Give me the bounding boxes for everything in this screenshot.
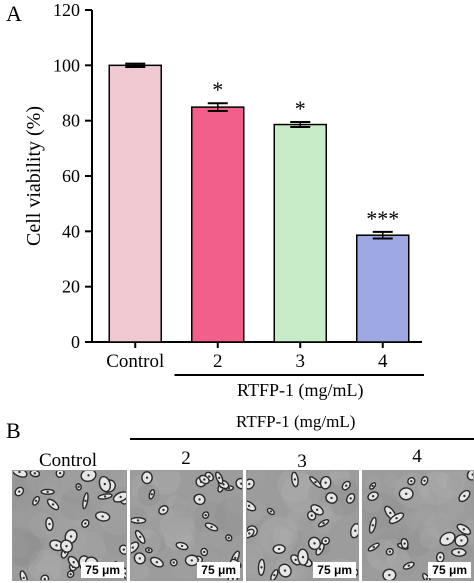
x-tick-label-3: 3 (296, 351, 306, 372)
y-tick-label-60: 60 (62, 166, 80, 186)
micrograph-2: 75 μm (130, 470, 243, 581)
micrograph-control: 75 μm (12, 470, 127, 581)
y-tick-label-80: 80 (62, 111, 80, 131)
micrograph-3: 75 μm (246, 470, 359, 581)
y-tick-label-120: 120 (53, 0, 80, 20)
micrograph-4-image (363, 471, 473, 580)
panel-b-letter: B (6, 418, 21, 443)
panel-b-group-label: RTFP-1 (mg/mL) (236, 412, 356, 431)
micrograph-3-image (247, 471, 358, 580)
bar-4 (356, 234, 410, 343)
significance-4: *** (366, 206, 399, 231)
micrograph-3-scale-bar: 75 μm (313, 562, 356, 578)
panel-a-letter: A (6, 1, 22, 26)
bar-3 (273, 123, 327, 343)
bar-2 (191, 106, 245, 343)
x-tick-label-4: 4 (378, 351, 388, 372)
y-tick-label-0: 0 (71, 332, 80, 352)
micrograph-4: 75 μm (362, 470, 474, 581)
x-axis-label: RTFP-1 (mg/mL) (237, 380, 363, 400)
micrograph-2-scale-bar: 75 μm (197, 562, 240, 578)
y-axis-label: Cell viability (%) (23, 106, 45, 246)
y-tick-label-40: 40 (62, 221, 80, 241)
micrograph-control-scale-bar: 75 μm (81, 562, 124, 578)
x-tick-label-2: 2 (213, 351, 223, 372)
micrograph-label-3: 3 (297, 451, 307, 472)
panel-b-group-line (130, 438, 474, 440)
y-tick-label-20: 20 (62, 277, 80, 297)
micrograph-label-2: 2 (181, 448, 191, 469)
x-tick-label-Control: Control (106, 351, 164, 372)
micrograph-label-control: Control (38, 450, 98, 471)
significance-2: * (212, 77, 223, 102)
bar-Control (108, 64, 162, 343)
y-tick-label-100: 100 (53, 55, 80, 75)
significance-3: * (295, 96, 306, 121)
bar-chart: 0 20 40 60 80 100 120 Cell viability (%) Control… (23, 0, 424, 400)
micrograph-4-scale-bar: 75 μm (428, 562, 471, 578)
micrograph-label-4: 4 (412, 446, 422, 467)
